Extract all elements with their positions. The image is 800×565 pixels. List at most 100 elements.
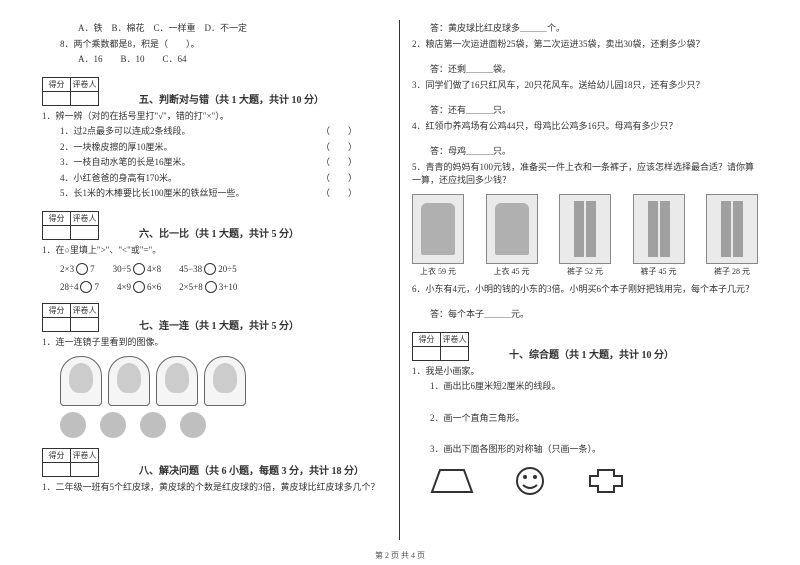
cmp-l: 30÷5 xyxy=(113,264,131,274)
sec8-q1: 1．二年级一班有5个红皮球，黄皮球的个数是红皮球的3倍，黄皮球比红皮球多几个？ xyxy=(42,481,387,495)
clothes-label: 上衣 45 元 xyxy=(486,266,538,277)
paren: （ ） xyxy=(321,125,357,139)
spacer xyxy=(412,298,758,306)
score-table: 得分评卷人 xyxy=(42,211,99,240)
cmp-l: 45−38 xyxy=(179,264,202,274)
sec10-s1: 1．画出比6厘米短2厘米的线段。 xyxy=(412,380,758,394)
score-label: 得分 xyxy=(43,77,71,91)
kid-icon xyxy=(100,412,126,438)
page-columns: A．铁 B．棉花 C．一样重 D．不一定 8．两个乘数都是8，积是（ ）。 A．… xyxy=(30,20,770,540)
jacket-icon xyxy=(486,194,538,264)
cmp-r: 20÷5 xyxy=(218,264,236,274)
cmp-5: 4×9 6×6 xyxy=(117,281,161,293)
scorer-label: 评卷人 xyxy=(71,211,99,225)
score-label: 得分 xyxy=(43,304,71,318)
sec5-intro: 1．辨一辨（对的在括号里打"√"，错的打"×"）。 xyxy=(42,110,387,124)
scorer-label: 评卷人 xyxy=(71,448,99,462)
q3: 3．同学们做了16只红风车，20只花风车。送给幼儿园18只，还有多少只？ xyxy=(412,79,758,93)
spacer xyxy=(412,427,758,441)
cmp-r: 4×8 xyxy=(147,264,161,274)
paren: （ ） xyxy=(321,141,357,155)
circle-icon xyxy=(205,281,217,293)
q8-options: A．16 B．10 C．64 xyxy=(42,53,387,67)
sec5-item-3: 3．一枝自动水笔的长是16厘米。 （ ） xyxy=(42,156,387,170)
figure-icon xyxy=(117,363,141,393)
clothes-item-5: 裤子 28 元 xyxy=(706,194,758,277)
section-6-title: 六、比一比（共 1 大题，共计 5 分） xyxy=(139,225,299,240)
circle-icon xyxy=(204,263,216,275)
score-box-10: 得分评卷人 十、综合题（共 1 大题，共计 10 分） xyxy=(412,332,758,361)
sec5-item-4: 4．小红爸爸的身高有170米。（ ） xyxy=(42,172,387,186)
circle-icon xyxy=(76,263,88,275)
score-label: 得分 xyxy=(43,211,71,225)
sec7-intro: 1．连一连镜子里看到的图像。 xyxy=(42,336,387,350)
scorer-cell xyxy=(71,462,99,476)
cmp-l: 28÷4 xyxy=(60,282,78,292)
pants-icon xyxy=(559,194,611,264)
answer-3: 答：还有＿＿＿只。 xyxy=(412,104,758,118)
score-cell xyxy=(43,318,71,332)
q5: 5．青青的妈妈有100元钱，准备买一件上衣和一条裤子，应该怎样选择最合适？请你算… xyxy=(412,161,758,188)
sec5-item-1: 1．过2点最多可以连成2条线段。（ ） xyxy=(42,125,387,139)
scorer-cell xyxy=(71,91,99,105)
sec5-i2-text: 2．一块橡皮擦的厚10厘米。 xyxy=(60,142,173,152)
answer-2: 答：还剩＿＿＿袋。 xyxy=(412,63,758,77)
clothes-label: 裤子 45 元 xyxy=(633,266,685,277)
smiley-icon xyxy=(514,465,546,497)
cmp-r: 6×6 xyxy=(147,282,161,292)
section-5-title: 五、判断对与错（共 1 大题，共计 10 分） xyxy=(139,91,324,106)
score-cell xyxy=(43,225,71,239)
cmp-6: 2×5+83+10 xyxy=(179,281,237,293)
figure-icon xyxy=(69,363,93,393)
spacer xyxy=(412,53,758,61)
score-table: 得分评卷人 xyxy=(42,448,99,477)
score-box-5: 得分评卷人 五、判断对与错（共 1 大题，共计 10 分） xyxy=(42,77,387,106)
answer-4: 答：母鸡＿＿＿只。 xyxy=(412,145,758,159)
scorer-cell xyxy=(441,346,469,360)
cmp-2: 30÷5 4×8 xyxy=(113,263,162,275)
jacket-icon xyxy=(412,194,464,264)
spacer xyxy=(412,135,758,143)
score-box-8: 得分评卷人 八、解决问题（共 6 小题，每题 3 分，共计 18 分） xyxy=(42,448,387,477)
mirror-icon xyxy=(156,356,198,406)
sec10-intro: 1．我是小画家。 xyxy=(412,365,758,379)
clothes-item-4: 裤子 45 元 xyxy=(633,194,685,277)
sec5-i4-text: 4．小红爸爸的身高有170米。 xyxy=(60,173,177,183)
cmp-4: 28÷47 xyxy=(60,281,99,293)
cmp-l: 2×3 xyxy=(60,264,74,274)
clothes-label: 裤子 52 元 xyxy=(559,266,611,277)
sec10-s2: 2．画一个直角三角形。 xyxy=(412,412,758,426)
sec5-item-2: 2．一块橡皮擦的厚10厘米。 （ ） xyxy=(42,141,387,155)
shapes-row xyxy=(430,465,758,497)
circle-icon xyxy=(133,263,145,275)
clothes-row: 上衣 59 元 上衣 45 元 裤子 52 元 裤子 45 元 裤子 28 元 xyxy=(412,194,758,277)
scorer-label: 评卷人 xyxy=(71,77,99,91)
cmp-l: 4×9 xyxy=(117,282,131,292)
mirror-icon xyxy=(204,356,246,406)
kid-icon xyxy=(60,412,86,438)
figure-icon xyxy=(213,363,237,393)
q7-options: A．铁 B．棉花 C．一样重 D．不一定 xyxy=(42,22,387,36)
cross-shape-icon xyxy=(586,466,626,496)
scorer-label: 评卷人 xyxy=(71,304,99,318)
score-label: 得分 xyxy=(413,332,441,346)
score-table: 得分评卷人 xyxy=(412,332,469,361)
sec5-i5-text: 5．长1米的木棒要比长100厘米的铁丝短一些。 xyxy=(60,188,245,198)
section-10-title: 十、综合题（共 1 大题，共计 10 分） xyxy=(509,346,674,361)
sec5-i3-text: 3．一枝自动水笔的长是16厘米。 xyxy=(60,157,191,167)
sec5-item-5: 5．长1米的木棒要比长100厘米的铁丝短一些。 （ ） xyxy=(42,187,387,201)
score-table: 得分评卷人 xyxy=(42,77,99,106)
trapezoid-icon xyxy=(430,466,474,496)
paren: （ ） xyxy=(321,187,357,201)
score-cell xyxy=(43,91,71,105)
circle-icon xyxy=(133,281,145,293)
score-box-7: 得分评卷人 七、连一连（共 1 大题，共计 5 分） xyxy=(42,303,387,332)
paren: （ ） xyxy=(321,156,357,170)
mirror-icon xyxy=(108,356,150,406)
clothes-item-3: 裤子 52 元 xyxy=(559,194,611,277)
pants-icon xyxy=(706,194,758,264)
clothes-label: 裤子 28 元 xyxy=(706,266,758,277)
mirror-icon xyxy=(60,356,102,406)
left-column: A．铁 B．棉花 C．一样重 D．不一定 8．两个乘数都是8，积是（ ）。 A．… xyxy=(30,20,400,540)
q2: 2．粮店第一次运进面粉25袋，第二次运进35袋，卖出30袋，还剩多少袋？ xyxy=(412,38,758,52)
